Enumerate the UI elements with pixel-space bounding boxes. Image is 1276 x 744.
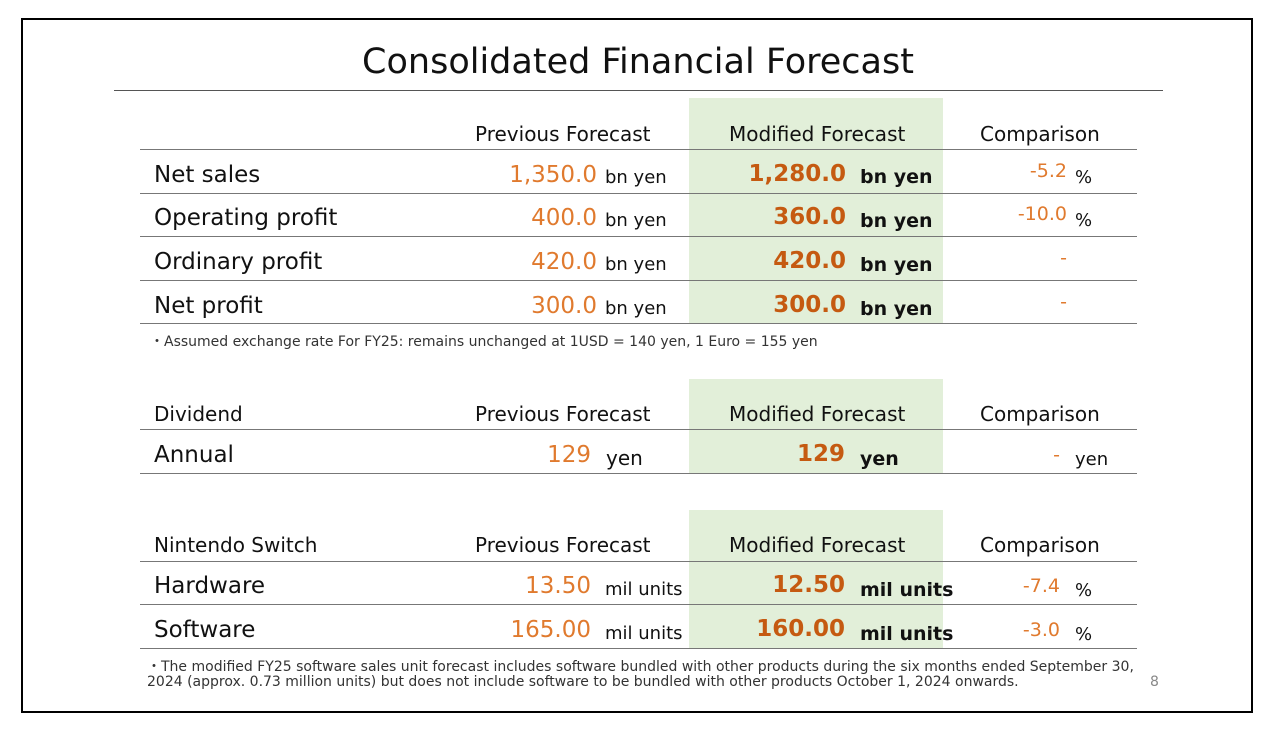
prev-value: 165.00 [510, 617, 591, 643]
prev-value: 300.0 [531, 293, 597, 319]
header-comparison: Comparison [980, 533, 1100, 557]
software-note-line-2: 2024 (approx. 0.73 million units) but do… [147, 674, 1019, 690]
row-divider [140, 323, 1137, 324]
prev-unit: bn yen [605, 254, 667, 275]
row-divider [140, 429, 1137, 430]
cmp-unit: yen [1075, 449, 1109, 470]
mod-unit: bn yen [860, 210, 933, 232]
row-divider [140, 280, 1137, 281]
mod-unit: mil units [860, 623, 954, 645]
cmp-unit: % [1075, 580, 1093, 601]
mod-value: 300.0 [773, 292, 846, 318]
mod-unit: mil units [860, 579, 954, 601]
mod-value: 160.00 [756, 616, 845, 642]
prev-unit: bn yen [605, 210, 667, 231]
prev-unit: bn yen [605, 167, 667, 188]
cmp-value: -10.0 [1017, 203, 1067, 225]
header-modified-forecast: Modified Forecast [729, 122, 906, 146]
mod-value: 420.0 [773, 248, 846, 274]
cmp-value: -7.4 [1022, 575, 1060, 597]
modified-band-switch [689, 510, 943, 649]
header-comparison: Comparison [980, 122, 1100, 146]
header-previous-forecast: Previous Forecast [475, 402, 651, 426]
cmp-unit: % [1075, 624, 1093, 645]
slide-frame [21, 18, 1253, 713]
header-modified-forecast: Modified Forecast [729, 533, 906, 557]
row-label-software: Software [154, 617, 256, 643]
prev-unit: bn yen [605, 298, 667, 319]
cmp-value: - [1053, 444, 1060, 466]
title-divider [114, 90, 1163, 91]
mod-unit: bn yen [860, 254, 933, 276]
dividend-header: Dividend [154, 402, 243, 426]
row-label-annual: Annual [154, 442, 234, 468]
cmp-value: - [1060, 291, 1067, 313]
mod-unit: bn yen [860, 166, 933, 188]
prev-value: 13.50 [525, 573, 591, 599]
prev-unit: mil units [605, 623, 683, 644]
cmp-value: -5.2 [1029, 160, 1067, 182]
prev-unit: yen [606, 446, 643, 470]
row-label-operating-profit: Operating profit [154, 205, 338, 231]
page-title: Consolidated Financial Forecast [362, 42, 914, 82]
mod-value: 1,280.0 [748, 161, 847, 187]
mod-value: 129 [796, 441, 845, 467]
row-divider [140, 236, 1137, 237]
switch-header: Nintendo Switch [154, 533, 318, 557]
row-divider [140, 149, 1137, 150]
header-previous-forecast: Previous Forecast [475, 533, 651, 557]
row-label-hardware: Hardware [154, 573, 266, 599]
cmp-value: -3.0 [1022, 619, 1060, 641]
row-label-ordinary-profit: Ordinary profit [154, 249, 323, 275]
row-divider [140, 193, 1137, 194]
row-label-net-sales: Net sales [154, 162, 261, 188]
row-divider [140, 604, 1137, 605]
row-label-net-profit: Net profit [154, 293, 263, 319]
mod-unit: bn yen [860, 298, 933, 320]
header-comparison: Comparison [980, 402, 1100, 426]
exchange-rate-note: ・Assumed exchange rate For FY25: remains… [150, 334, 818, 350]
mod-unit: yen [860, 448, 899, 470]
modified-band-dividend [689, 379, 943, 474]
cmp-value: - [1060, 247, 1067, 269]
row-divider [140, 473, 1137, 474]
software-note-line-1: ・The modified FY25 software sales unit f… [147, 659, 1134, 675]
prev-value: 1,350.0 [509, 162, 597, 188]
cmp-unit: % [1075, 210, 1093, 231]
modified-band-financial [689, 98, 943, 324]
prev-value: 400.0 [531, 205, 597, 231]
row-divider [140, 648, 1137, 649]
prev-value: 420.0 [531, 249, 597, 275]
header-modified-forecast: Modified Forecast [729, 402, 906, 426]
prev-value: 129 [547, 442, 591, 468]
row-divider [140, 561, 1137, 562]
page-number: 8 [1150, 674, 1159, 690]
cmp-unit: % [1075, 167, 1093, 188]
prev-unit: mil units [605, 579, 683, 600]
mod-value: 360.0 [773, 204, 846, 230]
header-previous-forecast: Previous Forecast [475, 122, 651, 146]
mod-value: 12.50 [772, 572, 845, 598]
